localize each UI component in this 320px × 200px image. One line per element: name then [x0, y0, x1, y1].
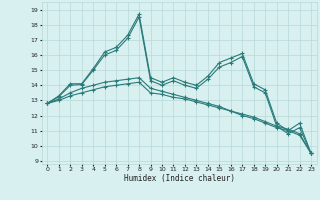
X-axis label: Humidex (Indice chaleur): Humidex (Indice chaleur): [124, 174, 235, 183]
